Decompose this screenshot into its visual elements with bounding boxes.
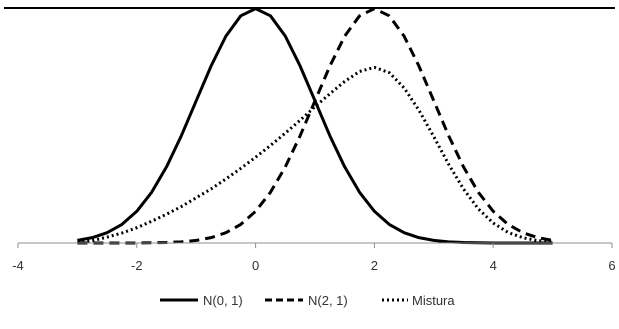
legend: N(0, 1) N(2, 1) Mistura: [160, 293, 455, 308]
x-tick-label: 0: [252, 258, 259, 273]
x-axis-ticks: -4 -2 0 2 4 6: [12, 243, 615, 273]
series-layer: [77, 9, 552, 243]
x-tick-label: 4: [490, 258, 497, 273]
series-line-dashed: [77, 9, 552, 243]
x-tick-label: -4: [12, 258, 24, 273]
series-line-solid: [77, 9, 552, 243]
x-tick-label: -2: [131, 258, 143, 273]
legend-label: Mistura: [412, 293, 455, 308]
series-line-dotted: [77, 67, 552, 242]
x-tick-label: 2: [371, 258, 378, 273]
legend-label: N(0, 1): [203, 293, 243, 308]
x-tick-label: 6: [608, 258, 615, 273]
legend-label: N(2, 1): [308, 293, 348, 308]
